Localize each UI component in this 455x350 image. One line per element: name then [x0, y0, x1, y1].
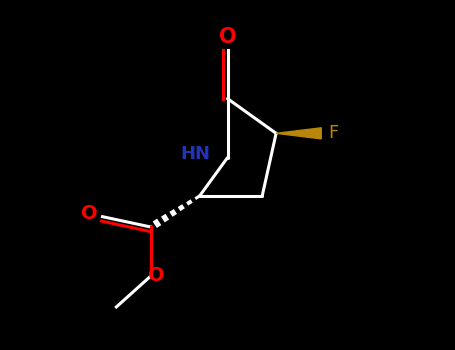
Polygon shape: [276, 128, 321, 139]
Text: O: O: [81, 204, 97, 223]
Text: HN: HN: [180, 145, 210, 163]
Text: O: O: [148, 266, 165, 285]
Text: O: O: [219, 27, 236, 47]
Text: F: F: [328, 124, 339, 142]
